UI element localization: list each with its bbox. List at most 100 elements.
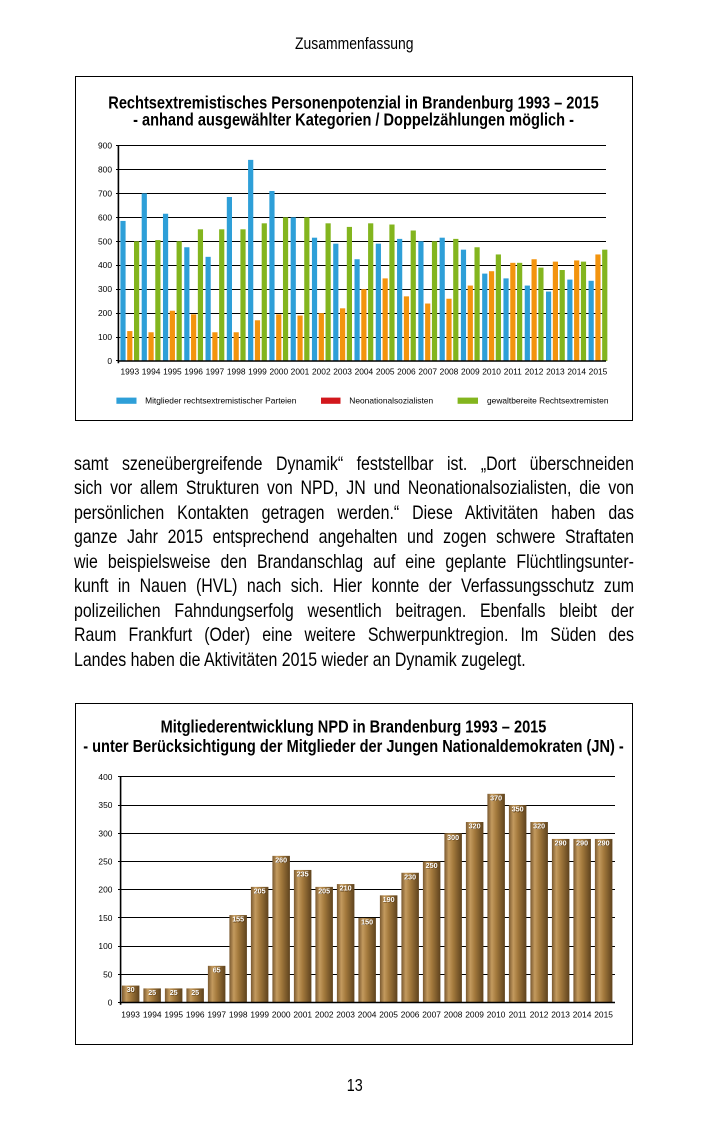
svg-text:1995: 1995 [163, 367, 182, 377]
svg-text:205: 205 [318, 886, 330, 895]
svg-text:150: 150 [362, 918, 374, 927]
svg-text:0: 0 [108, 998, 113, 1008]
svg-text:260: 260 [275, 855, 287, 864]
svg-text:1998: 1998 [227, 367, 246, 377]
svg-text:1997: 1997 [207, 1010, 226, 1020]
svg-text:300: 300 [98, 828, 112, 838]
svg-text:320: 320 [469, 822, 481, 831]
svg-text:250: 250 [426, 861, 438, 870]
svg-text:1997: 1997 [206, 367, 225, 377]
svg-text:300: 300 [98, 284, 112, 294]
svg-text:65: 65 [213, 965, 221, 974]
svg-text:300: 300 [447, 833, 459, 842]
svg-text:2011: 2011 [509, 1010, 527, 1020]
svg-text:2009: 2009 [461, 367, 480, 377]
svg-text:gewaltbereite Rechtsextremiste: gewaltbereite Rechtsextremisten [487, 395, 609, 405]
svg-text:2002: 2002 [315, 1010, 334, 1020]
svg-text:1994: 1994 [143, 1010, 162, 1020]
svg-text:50: 50 [103, 969, 113, 979]
svg-text:320: 320 [533, 822, 545, 831]
svg-text:30: 30 [127, 985, 135, 994]
svg-text:230: 230 [405, 873, 417, 882]
svg-text:1994: 1994 [142, 367, 161, 377]
svg-text:250: 250 [98, 857, 112, 867]
svg-text:2008: 2008 [444, 1010, 463, 1020]
svg-text:2004: 2004 [358, 1010, 377, 1020]
svg-text:25: 25 [170, 989, 178, 998]
svg-text:2013: 2013 [551, 1010, 570, 1020]
svg-text:2002: 2002 [312, 367, 331, 377]
svg-text:370: 370 [490, 793, 502, 802]
svg-text:320: 320 [534, 822, 546, 831]
svg-text:800: 800 [98, 164, 112, 174]
svg-text:155: 155 [233, 915, 245, 924]
svg-text:155: 155 [232, 915, 244, 924]
svg-text:290: 290 [598, 838, 610, 847]
svg-text:250: 250 [426, 862, 438, 871]
svg-text:400: 400 [98, 772, 112, 782]
svg-text:2006: 2006 [397, 367, 416, 377]
svg-text:2009: 2009 [465, 1010, 484, 1020]
svg-text:2012: 2012 [530, 1010, 549, 1020]
svg-text:- unter Berücksichtigung der M: - unter Berücksichtigung der Mitglieder … [83, 737, 624, 757]
svg-text:2015: 2015 [594, 1010, 613, 1020]
svg-text:2014: 2014 [567, 367, 586, 377]
svg-text:290: 290 [555, 838, 567, 847]
svg-text:200: 200 [98, 308, 112, 318]
svg-text:2005: 2005 [376, 367, 395, 377]
svg-text:1996: 1996 [186, 1010, 205, 1020]
svg-text:1993: 1993 [120, 367, 139, 377]
svg-text:235: 235 [297, 870, 309, 879]
svg-text:2001: 2001 [291, 367, 310, 377]
svg-text:25: 25 [170, 988, 178, 997]
svg-text:200: 200 [98, 885, 112, 895]
svg-text:290: 290 [577, 839, 589, 848]
svg-text:210: 210 [340, 884, 352, 893]
svg-text:290: 290 [598, 839, 610, 848]
svg-text:2014: 2014 [573, 1010, 592, 1020]
svg-text:2006: 2006 [401, 1010, 420, 1020]
svg-text:320: 320 [469, 822, 481, 831]
svg-text:25: 25 [192, 989, 200, 998]
svg-text:290: 290 [576, 838, 588, 847]
svg-text:1999: 1999 [250, 1010, 269, 1020]
svg-text:2012: 2012 [525, 367, 544, 377]
svg-text:2000: 2000 [269, 367, 288, 377]
svg-text:2011: 2011 [504, 367, 522, 377]
svg-text:235: 235 [297, 870, 309, 879]
svg-text:260: 260 [276, 856, 288, 865]
svg-text:600: 600 [98, 212, 112, 222]
svg-text:900: 900 [98, 141, 112, 151]
svg-text:25: 25 [148, 988, 156, 997]
svg-text:65: 65 [213, 966, 221, 975]
svg-text:2007: 2007 [418, 367, 437, 377]
svg-text:230: 230 [404, 872, 416, 881]
svg-text:190: 190 [383, 896, 395, 905]
svg-text:2013: 2013 [546, 367, 565, 377]
svg-text:1993: 1993 [121, 1010, 140, 1020]
svg-text:150: 150 [361, 917, 373, 926]
svg-text:25: 25 [191, 988, 199, 997]
svg-text:1995: 1995 [164, 1010, 183, 1020]
svg-text:370: 370 [491, 794, 503, 803]
svg-text:2000: 2000 [272, 1010, 291, 1020]
svg-text:2010: 2010 [482, 367, 501, 377]
svg-text:100: 100 [98, 941, 112, 951]
svg-text:2003: 2003 [336, 1010, 355, 1020]
svg-text:100: 100 [98, 332, 112, 342]
svg-text:2007: 2007 [422, 1010, 441, 1020]
svg-text:400: 400 [98, 260, 112, 270]
svg-text:1996: 1996 [184, 367, 203, 377]
svg-text:205: 205 [319, 887, 331, 896]
svg-text:Neonationalsozialisten: Neonationalsozialisten [349, 395, 433, 405]
svg-text:205: 205 [254, 886, 266, 895]
svg-text:1999: 1999 [248, 367, 267, 377]
svg-text:Mitgliederentwicklung NPD in B: Mitgliederentwicklung NPD in Brandenburg… [161, 717, 547, 737]
svg-text:150: 150 [98, 913, 112, 923]
svg-text:300: 300 [448, 834, 460, 843]
svg-text:2005: 2005 [379, 1010, 398, 1020]
svg-text:25: 25 [149, 989, 157, 998]
svg-text:30: 30 [127, 986, 135, 995]
svg-text:2010: 2010 [487, 1010, 506, 1020]
svg-text:1998: 1998 [229, 1010, 248, 1020]
